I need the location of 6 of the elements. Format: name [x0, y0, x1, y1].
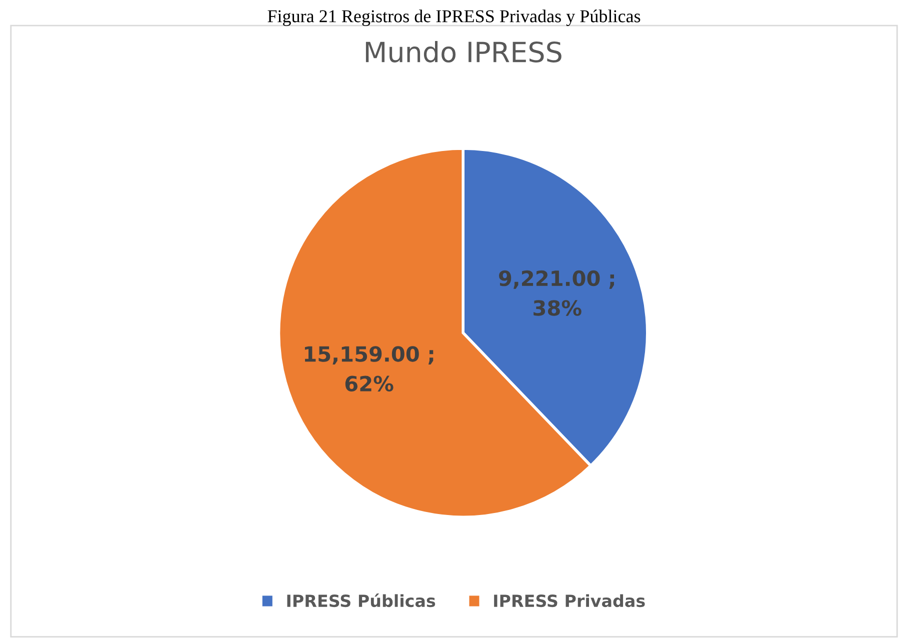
chart-title: Mundo IPRESS [366, 40, 562, 62]
legend-label: IPRESS Públicas [287, 594, 436, 608]
legend-label: IPRESS Privadas [494, 594, 645, 608]
data-label: 15,159.00 ; 62% [304, 346, 434, 392]
text: Figura 21 Registros de IPRESS Privadas y Públicas [268, 10, 640, 26]
data-label: 9,221.00 ; 38% [499, 270, 614, 316]
